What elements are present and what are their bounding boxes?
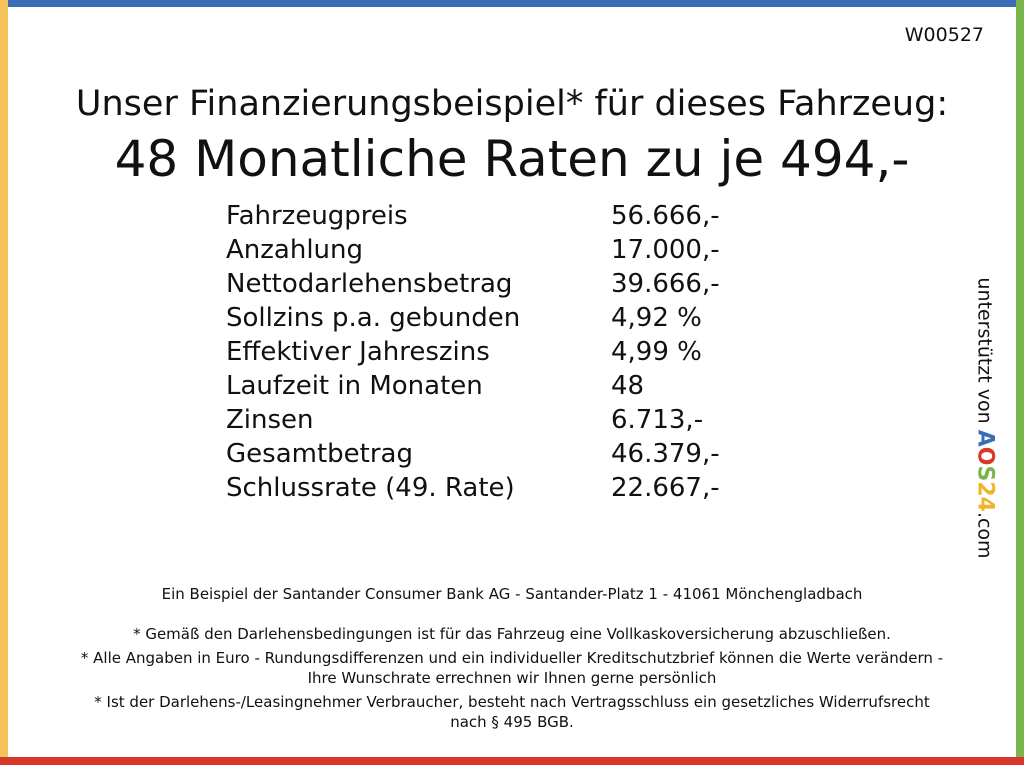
logo-letter: O — [972, 446, 998, 466]
footnote: * Ist der Darlehens-/Leasingnehmer Verbr… — [94, 693, 930, 731]
table: Fahrzeugpreis 56.666,- Anzahlung 17.000,- Ne… — [226, 199, 786, 505]
sponsor-prefix: unterstützt von — [973, 277, 996, 424]
row-value: 17.000,- — [611, 235, 720, 265]
table-row: Laufzeit in Monaten 48 — [226, 369, 786, 403]
table-row: Schlussrate (49. Rate) 22.667,- — [226, 471, 786, 505]
table-row: Gesamtbetrag 46.379,- — [226, 437, 786, 471]
left-border — [0, 0, 8, 765]
top-border — [0, 0, 1024, 7]
right-border — [1016, 0, 1024, 765]
row-value: 39.666,- — [611, 269, 720, 299]
row-label: Laufzeit in Monaten — [226, 371, 483, 401]
row-label: Zinsen — [226, 405, 314, 435]
row-label: Effektiver Jahreszins — [226, 337, 490, 367]
footer: Ein Beispiel der Santander Consumer Bank… — [60, 584, 964, 736]
title: Unser Finanzierungsbeispiel* für dieses … — [75, 84, 949, 124]
table-row: Nettodarlehensbetrag 39.666,- — [226, 267, 786, 301]
footnote: * Alle Angaben in Euro - Rundungsdiffere… — [80, 649, 944, 687]
logo-letter: 4 — [972, 496, 998, 512]
sponsor-suffix: .com — [973, 511, 996, 559]
table-row: Zinsen 6.713,- — [226, 403, 786, 437]
headline: 48 Monatliche Raten zu je 494,- — [114, 130, 910, 188]
row-value: 56.666,- — [611, 201, 720, 231]
footnote: * Gemäß den Darlehensbedingungen ist für… — [133, 625, 891, 643]
table-row: Fahrzeugpreis 56.666,- — [226, 199, 786, 233]
row-label: Gesamtbetrag — [226, 439, 413, 469]
row-label: Anzahlung — [226, 235, 364, 265]
row-value: 4,92 % — [611, 303, 702, 333]
row-label: Nettodarlehensbetrag — [226, 269, 513, 299]
row-label: Sollzins p.a. gebunden — [226, 303, 521, 333]
row-label: Schlussrate (49. Rate) — [226, 473, 515, 503]
row-value: 4,99 % — [611, 337, 702, 367]
bank-line: Ein Beispiel der Santander Consumer Bank… — [161, 585, 863, 603]
row-value: 22.667,- — [611, 473, 720, 503]
row-value: 6.713,- — [611, 405, 704, 435]
logo-letter: 2 — [972, 481, 998, 497]
logo: AOS24 — [972, 429, 998, 512]
row-value: 48 — [611, 371, 645, 401]
table-row: Effektiver Jahreszins 4,99 % — [226, 335, 786, 369]
sponsor: unterstützt von AOS24.com — [973, 277, 998, 558]
bottom-border — [0, 757, 1024, 765]
row-label: Fahrzeugpreis — [226, 201, 408, 231]
logo-letter: S — [972, 465, 998, 482]
row-value: 46.379,- — [611, 439, 720, 469]
logo-letter: A — [972, 429, 998, 447]
code: W00527 — [904, 24, 984, 46]
table-row: Anzahlung 17.000,- — [226, 233, 786, 267]
table-row: Sollzins p.a. gebunden 4,92 % — [226, 301, 786, 335]
